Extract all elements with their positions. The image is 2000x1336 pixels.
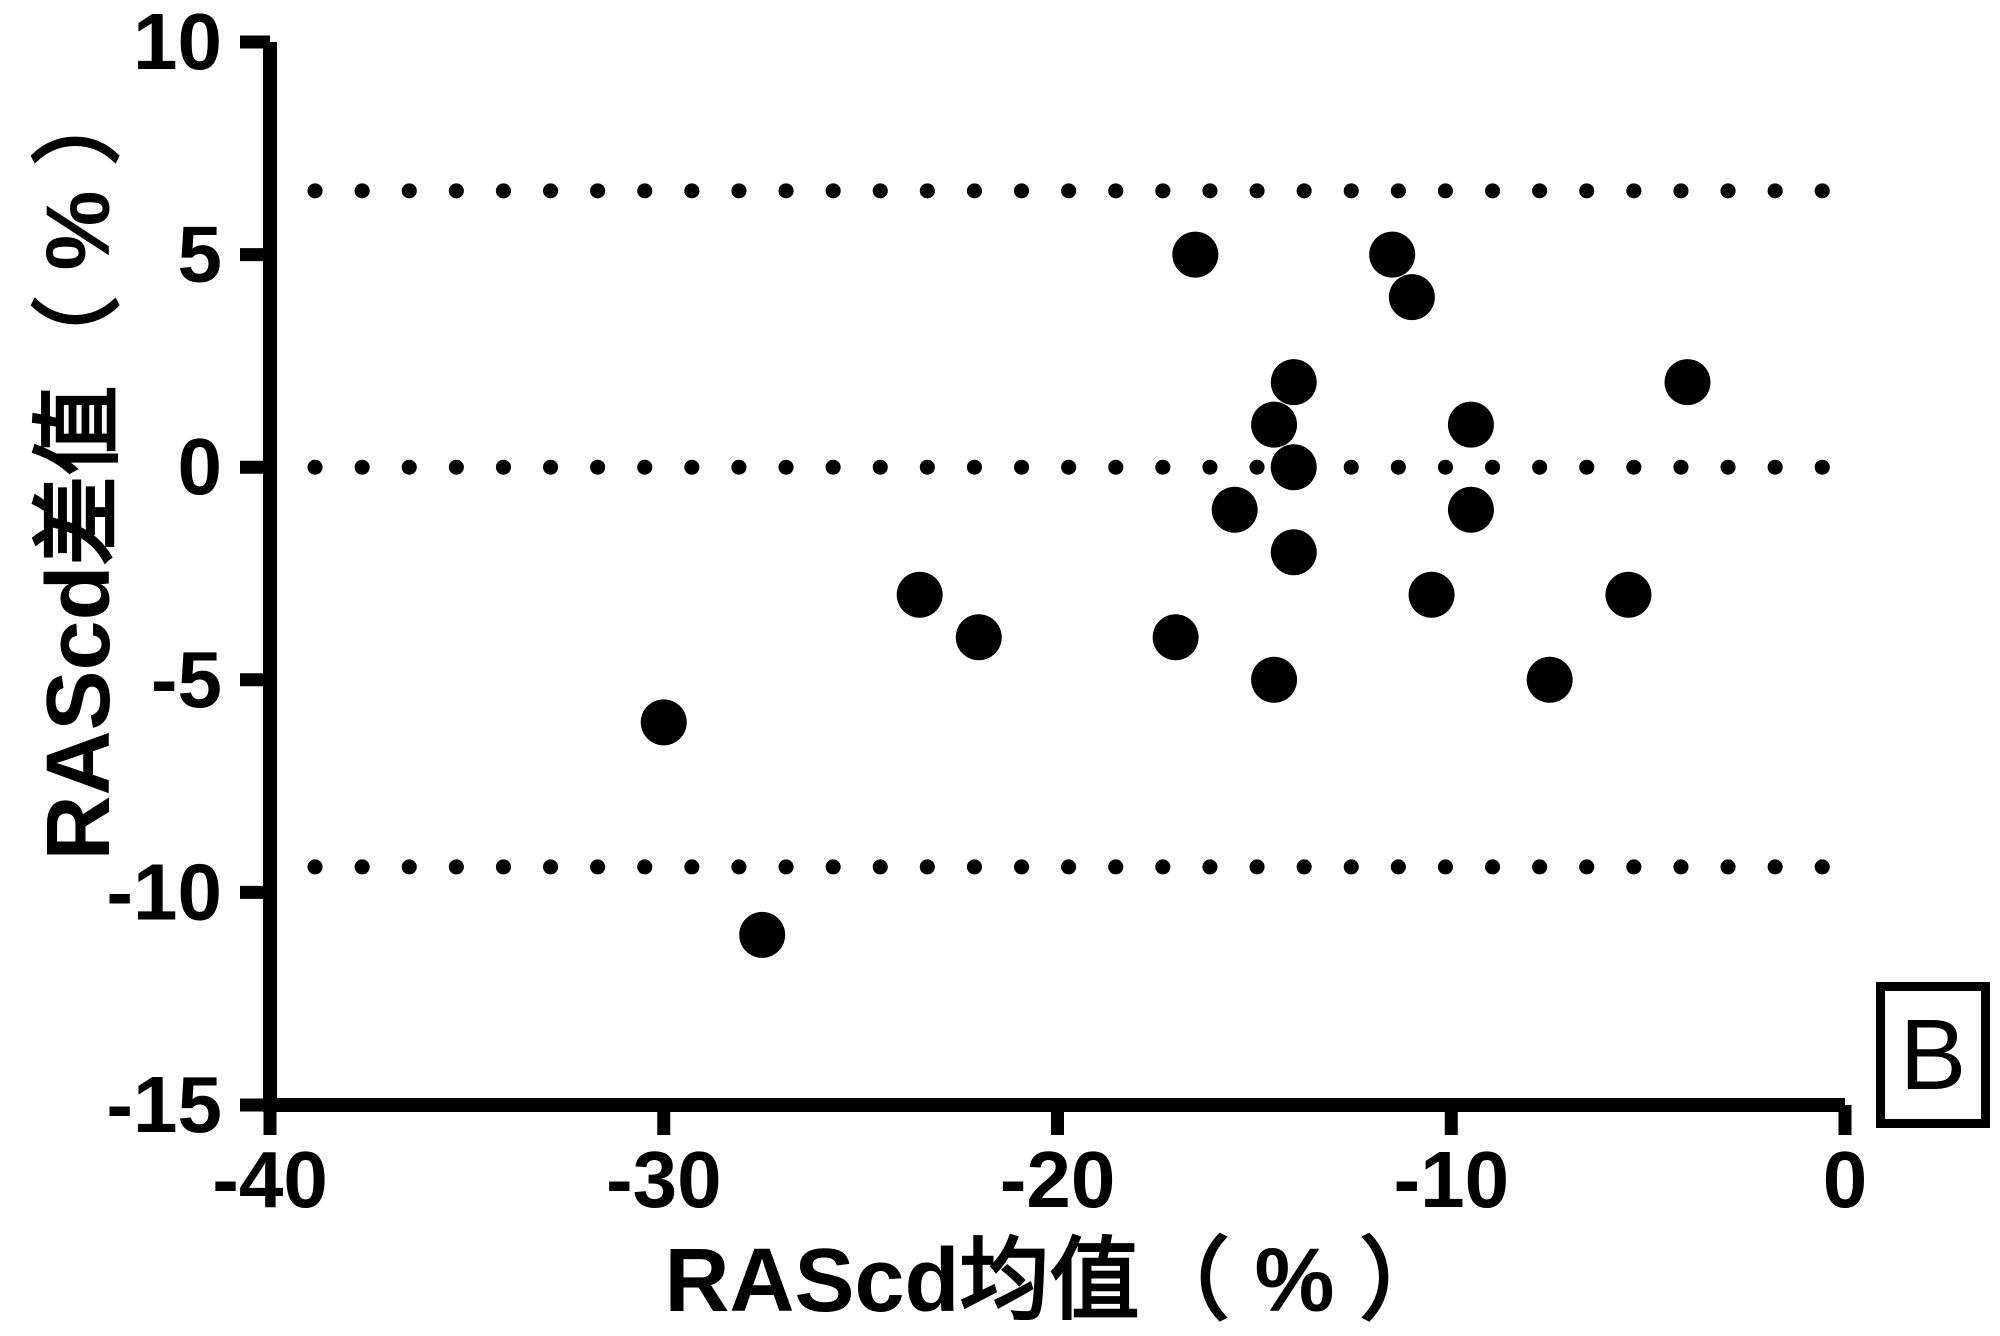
data-point [1172, 231, 1219, 278]
data-point [1447, 486, 1494, 533]
x-tick-label: -30 [606, 1135, 722, 1224]
data-point [1270, 359, 1317, 406]
panel-label-box: B [1876, 982, 1990, 1128]
y-tick-label: 5 [178, 210, 223, 299]
panel-label: B [1899, 998, 1967, 1111]
data-point [1388, 274, 1435, 321]
x-axis-title: RAScd均值（ % ） [664, 1231, 1450, 1331]
data-point [1270, 444, 1317, 491]
data-point [955, 614, 1002, 661]
data-point [1447, 401, 1494, 448]
data-point [1270, 529, 1317, 576]
y-tick-label: -5 [151, 635, 222, 724]
data-point [1664, 359, 1711, 406]
y-tick-label: -10 [106, 847, 222, 936]
data-point [896, 571, 943, 618]
axes [263, 42, 1845, 1112]
x-tick-label: 0 [1823, 1135, 1868, 1224]
x-tick-label: -10 [1393, 1135, 1509, 1224]
y-tick-label: 10 [133, 0, 222, 86]
data-point [1408, 571, 1455, 618]
data-point [739, 911, 786, 958]
x-tick-label: -40 [212, 1135, 328, 1224]
data-point [1605, 571, 1652, 618]
data-point [1152, 614, 1199, 661]
x-tick-label: -20 [1000, 1135, 1116, 1224]
y-tick-label: 0 [178, 422, 223, 511]
y-tick-label: -15 [106, 1060, 222, 1149]
data-point [640, 699, 687, 746]
data-point [1211, 486, 1258, 533]
y-axis-title: RAScd差值（ % ） [29, 75, 129, 861]
data-point [1526, 656, 1573, 703]
data-point [1251, 401, 1298, 448]
data-point [1369, 231, 1416, 278]
data-point [1251, 656, 1298, 703]
